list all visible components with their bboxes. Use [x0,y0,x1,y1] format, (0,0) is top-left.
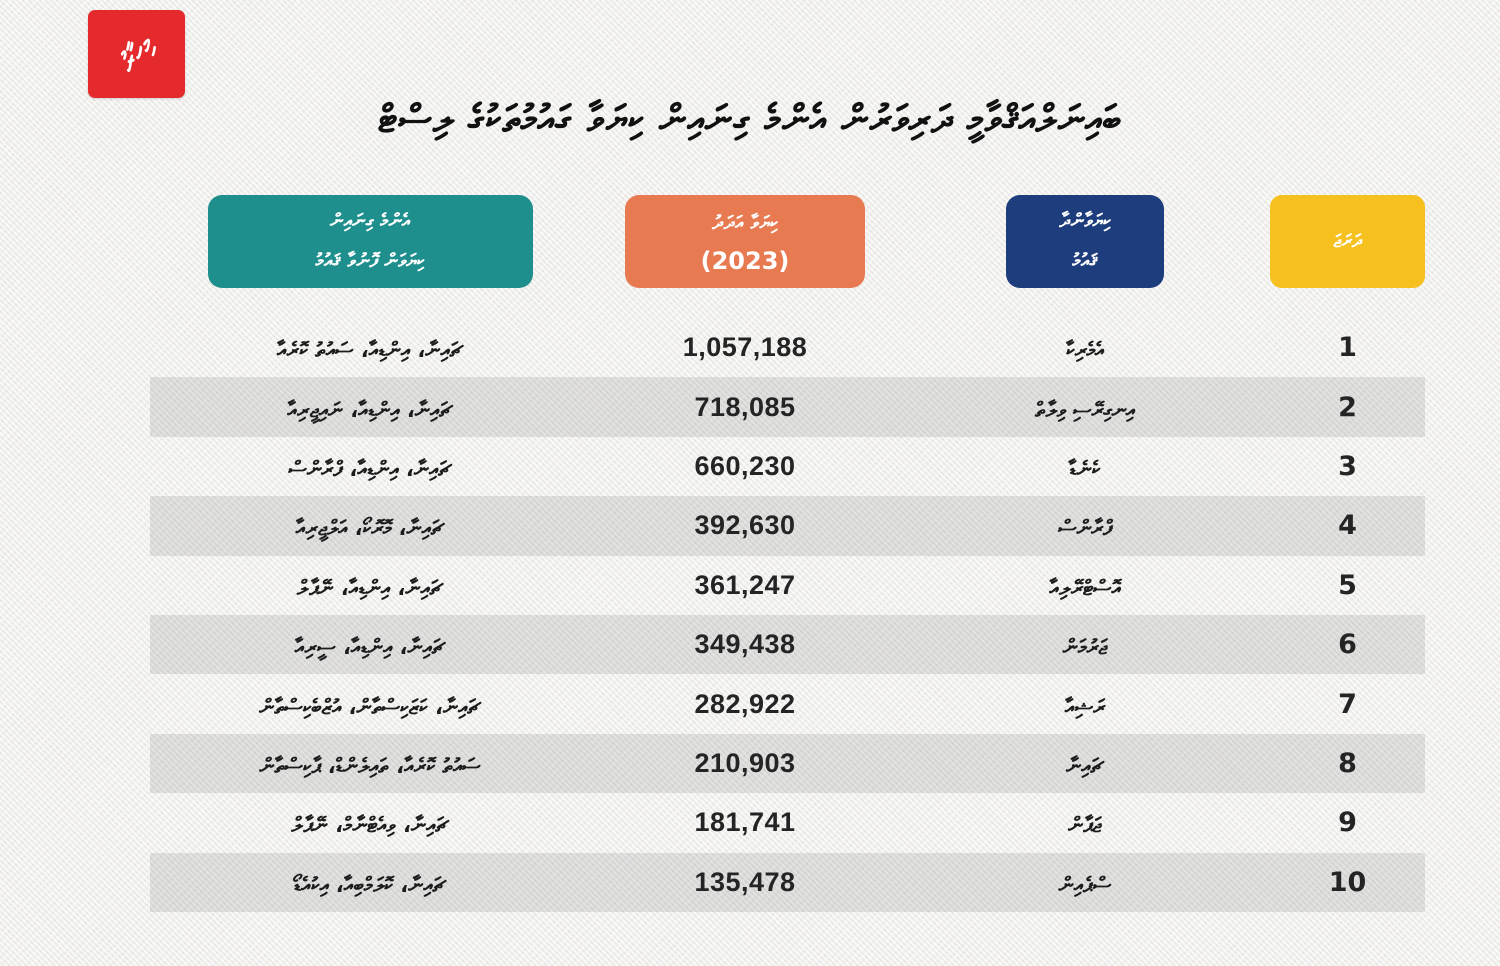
student-count-header-label: ކިޔަވާ އަދަދު [712,211,778,234]
ranking-table: ޗައިނާ، އިންޑިއާ، ސައުތު ކޮރެއާ 1,057,188… [150,318,1425,912]
rank-cell: 8 [1338,747,1357,779]
rank-cell: 1 [1338,332,1357,364]
rank-cell: 9 [1338,807,1357,839]
table-row: ޗައިނާ، ކޮލަމްބިއާ، އިކުއެޑޯ 135,478 ސްޕެއ… [150,852,1425,912]
page-title: ބައިނަލްއަޤްވާމީ ދަރިވަރުން އެންމެ ގިނައ… [378,97,1122,141]
table-row: ޗައިނާ، އިންޑިއާ، ނޭޕާލް 361,247 އޮސްޓްރޭލ… [150,556,1425,615]
source-countries-cell: ސައުތު ކޮރެއާ، ތައިލެންޑް، ޕާކިސްތާން [259,753,481,778]
student-count-cell: 282,922 [694,688,796,719]
host-country-header-badge: ކިޔަވާންދާ ޤައުމު [1006,195,1164,288]
source-countries-cell: ޗައިނާ، އިންޑިއާ، ނޭޕާލް [296,575,444,600]
column-headers: އެންމެ ގިނައިން ކިޔަވަން ފޮނުވާ ޤައުމު ކ… [150,195,1425,288]
table-row: ޗައިނާ، އިންޑިއާ، ފްރާންސް 660,230 ކެނެޑާ 3 [150,437,1425,496]
table-row: ސައުތު ކޮރެއާ، ތައިލެންޑް، ޕާކިސްތާން 210… [150,733,1425,794]
rank-cell: 10 [1328,866,1367,898]
student-count-cell: 181,741 [694,807,796,838]
rank-cell: 2 [1338,391,1357,423]
table-row: ޗައިނާ، މޮރޮކޯ، އަލްޖީރިއާ 392,630 ފްރާންސ… [150,496,1425,556]
sources-header-slot: އެންމެ ގިނައިން ކިޔަވަން ފޮނުވާ ޤައުމު [150,195,590,288]
host-country-cell: ޖަރުމަން [1062,635,1108,660]
host-country-cell: ސްޕެއިން [1058,872,1112,897]
rank-cell: 6 [1338,629,1357,661]
student-count-header-badge: ކިޔަވާ އަދަދު (2023) [625,195,865,288]
host-country-cell: އެމެރިކާ [1066,338,1104,363]
source-countries-cell: ޗައިނާ، ކަޒަކިސްތާން، އުޒްބެކިސްތާން [259,694,481,719]
table-row: ޗައިނާ، ވިއެޓްނާމް، ނޭޕާލް 181,741 ޖަޕާން 9 [150,793,1425,852]
source-countries-cell: ޗައިނާ، މޮރޮކޯ، އަލްޖީރިއާ [295,516,445,541]
host-country-cell: ޖަޕާން [1068,813,1102,838]
student-count-cell: 361,247 [694,569,796,600]
rank-header-label: ދަރަޖަ [1333,230,1362,252]
host-country-cell: އޮސްޓްރޭލިއާ [1049,575,1121,600]
source-countries-cell: ޗައިނާ، އިންޑިއާ، ސީރިއާ [294,635,446,660]
table-row: ޗައިނާ، އިންޑިއާ، ނައިޖީރިއާ 718,085 އިނގި… [150,377,1425,437]
source-countries-cell: ޗައިނާ، ކޮލަމްބިއާ، އިކުއެޑޯ [293,872,447,897]
source-countries-cell: ޗައިނާ، ވިއެޓްނާމް، ނޭޕާލް [291,813,449,838]
host-country-cell: ރަޝިއާ [1064,694,1106,719]
table-row: ޗައިނާ، އިންޑިއާ، ސީރިއާ 349,438 ޖަރުމަން 6 [150,614,1425,675]
source-countries-cell: ޗައިނާ، އިންޑިއާ، ފްރާންސް [288,456,452,481]
source-countries-header-line1: އެންމެ ގިނައިން [330,209,410,232]
country-header-slot: ކިޔަވާންދާ ޤައުމު [900,195,1270,288]
host-country-cell: ކެނެޑާ [1069,456,1101,481]
mihaaru-logo: މިހާރު [88,10,185,98]
student-count-cell: 392,630 [694,510,796,541]
host-country-header-line1: ކިޔަވާންދާ [1059,209,1111,232]
table-row: ޗައިނާ، ކަޒަކިސްތާން، އުޒްބެކިސްތާން 282,… [150,674,1425,733]
student-count-cell: 135,478 [694,866,796,897]
host-country-header-line2: ޤައުމު [1072,249,1098,272]
source-countries-header-badge: އެންމެ ގިނައިން ކިޔަވަން ފޮނުވާ ޤައުމު [207,195,533,288]
rank-cell: 4 [1338,510,1357,542]
count-header-slot: ކިޔަވާ އަދަދު (2023) [590,195,900,288]
rank-header-slot: ދަރަޖަ [1270,195,1425,288]
host-country-cell: ފްރާންސް [1058,516,1112,541]
student-count-cell: 1,057,188 [682,332,808,363]
host-country-cell: އިނގިރޭސި ވިލާތް [1035,397,1135,422]
source-countries-header-line2: ކިޔަވަން ފޮނުވާ ޤައުމު [315,249,425,272]
rank-cell: 3 [1338,450,1357,482]
rank-header-badge: ދަރަޖަ [1270,195,1425,288]
host-country-cell: ޗައިނާ [1066,753,1104,778]
source-countries-cell: ޗައިނާ، އިންޑިއާ، ނައިޖީރިއާ [287,397,453,422]
table-body: ޗައިނާ، އިންޑިއާ، ސައުތު ކޮރެއާ 1,057,188… [150,318,1425,912]
student-count-cell: 349,438 [694,629,796,660]
mihaaru-logo-text: މިހާރު [112,30,161,78]
rank-cell: 7 [1338,688,1357,720]
rank-cell: 5 [1338,569,1357,601]
student-count-cell: 660,230 [694,450,796,481]
table-row: ޗައިނާ، އިންޑިއާ، ސައުތު ކޮރެއާ 1,057,188… [150,318,1425,377]
student-count-cell: 718,085 [694,391,796,422]
source-countries-cell: ޗައިނާ، އިންޑިއާ، ސައުތު ކޮރެއާ [276,338,464,363]
student-count-cell: 210,903 [694,747,796,778]
student-count-header-year: (2023) [700,247,790,276]
